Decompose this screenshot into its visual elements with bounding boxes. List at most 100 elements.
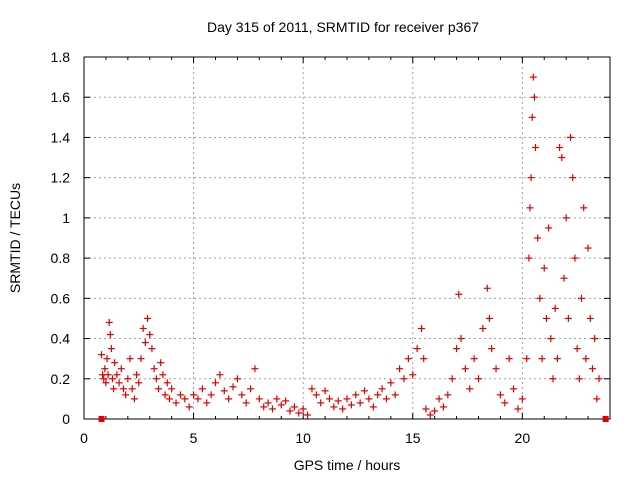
data-point [343,395,351,403]
data-point [152,375,160,383]
data-point [549,375,557,383]
data-points [98,73,603,419]
data-point [119,385,127,393]
data-point [176,391,184,399]
data-point [251,365,259,373]
data-point [404,355,412,363]
data-point [391,391,399,399]
data-point [431,407,439,415]
data-point [135,379,143,387]
x-tick-label: 20 [515,430,531,446]
data-point [542,314,550,322]
data-point [488,345,496,353]
data-point [268,405,276,413]
data-point [207,391,215,399]
data-point [144,314,152,322]
data-point [102,379,110,387]
data-point [216,371,224,379]
axis-marker [602,416,609,422]
data-point [108,375,116,383]
data-point [556,144,564,151]
data-point [277,401,285,409]
data-point [409,371,417,379]
y-tick-label: 1.4 [51,129,71,145]
data-point [304,411,312,419]
data-point [453,345,461,353]
data-point [185,403,193,411]
data-point [113,371,121,379]
data-point [194,395,202,403]
data-point [255,395,263,403]
data-point [558,154,566,162]
data-point [580,204,588,212]
data-point [172,399,180,407]
data-point [242,399,250,407]
y-axis-label: SRMTID / TECUs [7,183,23,293]
data-point [104,371,112,379]
data-point [593,395,601,403]
data-point [413,345,421,353]
data-point [518,395,526,403]
data-point [562,214,570,222]
data-point [165,395,173,403]
y-tick-label: 1.8 [51,49,71,65]
data-point [400,375,408,383]
data-point [106,331,114,339]
data-point [422,405,430,413]
data-point [578,294,586,302]
data-point [420,355,428,363]
data-point [575,375,583,383]
data-point [103,355,111,363]
data-point [553,355,561,363]
data-point [545,224,553,232]
data-point [496,391,504,399]
data-point [529,73,537,81]
data-point [111,359,119,367]
data-point [525,254,533,262]
data-point [339,405,347,413]
data-point [159,371,167,379]
data-point [530,93,538,101]
data-point [290,403,298,411]
data-point [457,335,465,343]
y-axis-ticks: 0 0.2 0.4 0.6 0.8 1 1.2 1.4 1.6 1.8 [51,49,610,427]
y-tick-label: 1.6 [51,89,71,105]
data-point [505,355,513,363]
data-point [107,345,115,353]
data-point [146,331,154,339]
data-point [378,385,386,393]
data-point [444,391,452,399]
data-point [122,391,130,399]
data-point [155,385,163,393]
data-point [334,397,342,405]
data-point [229,383,237,391]
data-point [312,391,320,399]
data-point [117,365,125,373]
data-point [569,174,577,182]
data-point [126,355,134,363]
data-point [325,395,333,403]
data-point [225,395,233,403]
data-point [510,385,518,393]
data-point [105,318,113,326]
data-point [514,405,522,413]
data-point [98,351,106,359]
x-tick-label: 0 [80,430,88,446]
data-point [382,395,390,403]
data-point [168,385,176,393]
data-point [551,304,559,312]
data-point [526,204,534,212]
data-point [163,379,171,387]
data-point [101,365,109,373]
data-point [418,325,426,332]
data-point [492,365,500,373]
data-point [161,391,169,399]
data-point [485,314,493,322]
data-point [356,399,364,407]
data-point [582,355,590,363]
data-point [595,375,603,383]
data-point [137,355,145,363]
data-point [571,254,579,262]
data-point [588,365,596,373]
